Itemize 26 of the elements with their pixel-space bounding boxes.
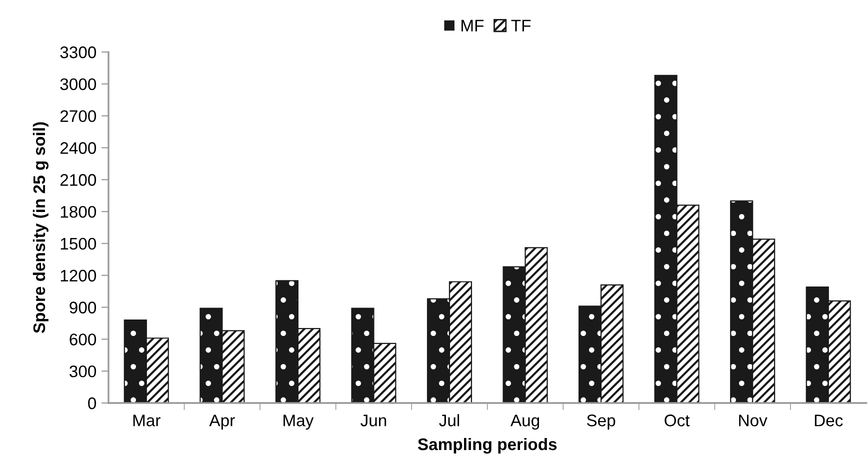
y-tick-label: 1200 [60,270,96,282]
x-tick-label: Apr [209,414,235,430]
y-tick-label: 3300 [60,46,96,58]
y-tick-label: 2400 [60,142,96,154]
y-axis-title: Spore density (in 25 g soil) [32,122,49,334]
x-tick-label: Oct [664,414,690,426]
x-tick-label: Jul [439,414,460,426]
y-tick-label: 2700 [60,110,96,122]
x-tick-label: Sep [586,414,616,430]
x-tick-label: May [284,414,314,430]
legend-label: TF [511,20,531,32]
y-tick-label: 0 [88,397,96,410]
y-tick-label: 300 [70,365,96,378]
x-tick-label: Mar [133,414,160,426]
y-tick-label: 1500 [60,238,96,250]
y-tick-label: 900 [70,302,96,314]
x-tick-label: Nov [739,414,768,426]
x-axis-title: Sampling periods [418,438,557,454]
y-tick-label: 600 [70,334,96,346]
legend-label: MF [462,20,484,32]
y-tick-label: 1800 [60,206,96,218]
y-tick-label: 2100 [60,174,96,186]
x-tick-label: Aug [510,414,540,430]
y-tick-label: 3000 [60,78,96,90]
x-tick-label: Jun [360,414,386,426]
x-tick-label: Dec [814,414,843,426]
